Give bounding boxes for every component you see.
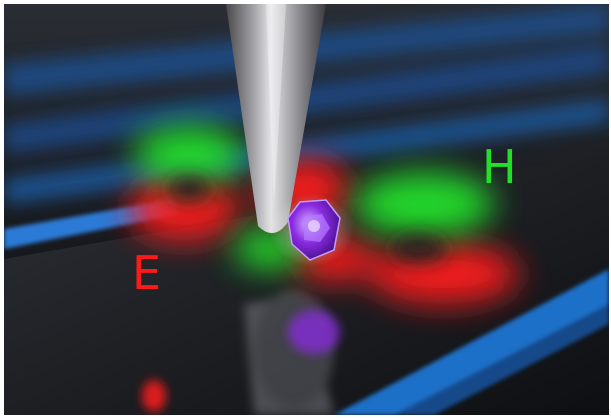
electric-field-label: E [132, 246, 162, 300]
magnetic-field-label: H [482, 140, 517, 194]
scene-illustration [4, 4, 609, 415]
quantum-emitter-icon [270, 194, 354, 266]
scene-image: E H [4, 4, 609, 415]
probe-tip-icon [226, 4, 326, 234]
